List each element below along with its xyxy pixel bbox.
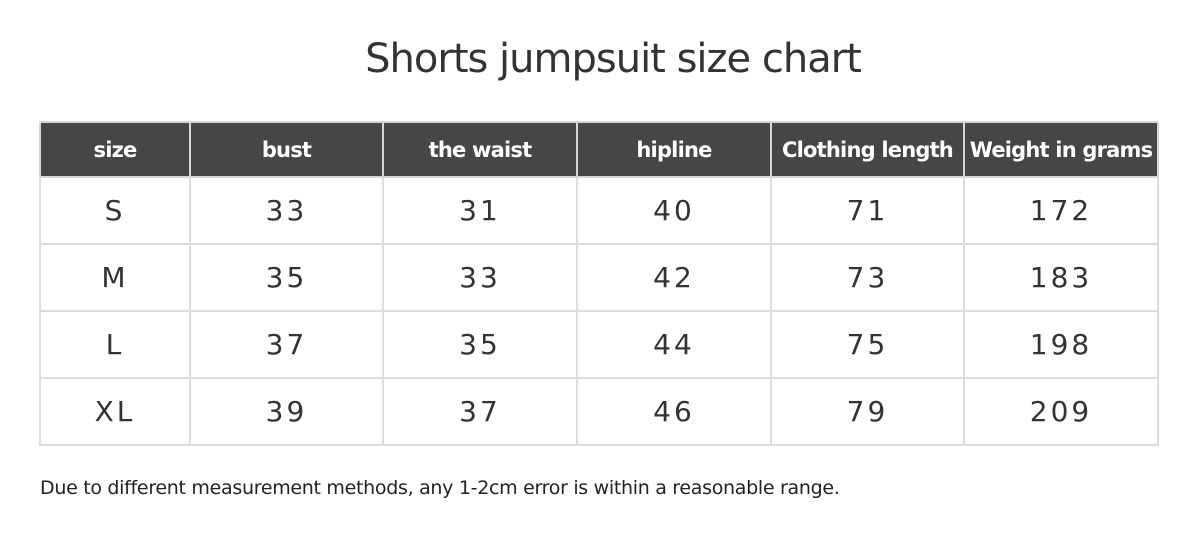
table-cell: 209 <box>963 377 1159 446</box>
table-cell: 71 <box>770 176 965 245</box>
table-cell: 75 <box>770 310 965 379</box>
table-cell: 198 <box>963 310 1159 379</box>
column-header: Clothing length <box>770 121 965 178</box>
table-cell: 31 <box>382 176 578 245</box>
table-row: L 37 35 44 75 198 <box>39 310 1159 379</box>
measurement-note: Due to different measurement methods, an… <box>40 477 840 499</box>
column-header: size <box>39 121 191 178</box>
table-cell: 33 <box>382 243 578 312</box>
table-cell: 172 <box>963 176 1159 245</box>
table-cell: 37 <box>189 310 384 379</box>
table-row: XL 39 37 46 79 209 <box>39 377 1159 446</box>
table-row: S 33 31 40 71 172 <box>39 176 1159 245</box>
table-cell: 79 <box>770 377 965 446</box>
table-cell: 33 <box>189 176 384 245</box>
table-cell: 44 <box>576 310 772 379</box>
table-body: S 33 31 40 71 172 M 35 33 42 73 183 L 37 35 44 75 198 XL 39… <box>39 176 1159 446</box>
column-header: the waist <box>382 121 578 178</box>
table-row: M 35 33 42 73 183 <box>39 243 1159 312</box>
size-table: size bust the waist hipline Clothing length W… <box>39 121 1159 446</box>
column-header: bust <box>189 121 384 178</box>
column-header: hipline <box>576 121 772 178</box>
table-cell: 35 <box>382 310 578 379</box>
table-cell: M <box>39 243 191 312</box>
table-cell: 73 <box>770 243 965 312</box>
table-cell: 46 <box>576 377 772 446</box>
table-cell: 35 <box>189 243 384 312</box>
table-cell: 37 <box>382 377 578 446</box>
table-cell: S <box>39 176 191 245</box>
table-cell: 42 <box>576 243 772 312</box>
chart-title: Shorts jumpsuit size chart <box>365 36 862 82</box>
table-cell: 40 <box>576 176 772 245</box>
table-cell: 39 <box>189 377 384 446</box>
column-header: Weight in grams <box>963 121 1159 178</box>
table-cell: XL <box>39 377 191 446</box>
table-cell: L <box>39 310 191 379</box>
table-cell: 183 <box>963 243 1159 312</box>
header-row: size bust the waist hipline Clothing length W… <box>39 121 1159 178</box>
